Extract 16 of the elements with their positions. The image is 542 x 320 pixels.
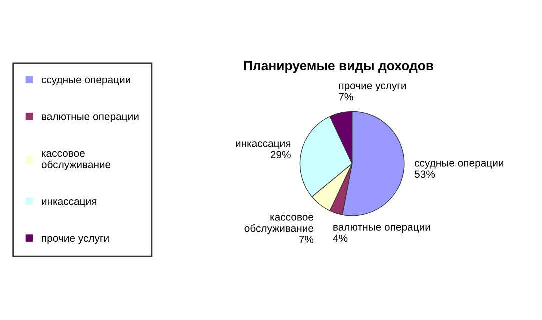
legend-label: прочие услуги bbox=[42, 236, 109, 244]
legend-label: ссудные операции bbox=[42, 78, 130, 86]
data-label: 4% bbox=[333, 234, 348, 242]
data-label: 53% bbox=[414, 170, 436, 178]
slice-label: кассовое обслуживание bbox=[244, 215, 314, 234]
legend-label: валютные операции bbox=[42, 114, 139, 122]
data-label: 7% bbox=[299, 236, 314, 244]
slice-label: прочие услуги bbox=[339, 84, 406, 92]
slice-label: валютные операции bbox=[334, 225, 430, 233]
data-label: 7% bbox=[339, 93, 354, 101]
data-label: 29% bbox=[270, 151, 291, 159]
slice-label: ссудные операции bbox=[415, 161, 504, 169]
legend-label: инкассация bbox=[42, 200, 97, 208]
legend-label: кассовое обслуживание bbox=[42, 151, 111, 171]
slice-label: инкассация bbox=[236, 142, 291, 150]
chart-title: Планируемые виды доходов bbox=[244, 61, 434, 74]
